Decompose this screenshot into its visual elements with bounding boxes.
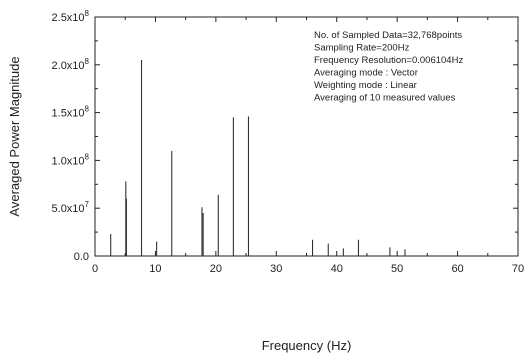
y-tick-label: 1.5x108 <box>52 105 90 120</box>
y-tick-label: 5.0x107 <box>52 200 90 215</box>
x-tick-label: 10 <box>149 263 161 275</box>
y-tick-label: 2.0x108 <box>52 57 90 72</box>
x-tick-label: 20 <box>210 263 222 275</box>
y-axis: 0.0 5.0x107 1.0x108 1.5x108 2.0x108 2.5x108 <box>52 9 518 263</box>
measurement-info-line: Sampling Rate=200Hz <box>314 43 410 54</box>
measurement-info-line: Frequency Resolution=0.006104Hz <box>314 55 463 66</box>
plot-area <box>94 16 519 257</box>
y-tick-label: 0.0 <box>74 251 89 263</box>
spectrum-peaks <box>110 60 406 256</box>
x-tick-label: 40 <box>331 263 343 275</box>
x-axis: 0 10 20 30 40 50 60 70 <box>92 17 524 275</box>
x-axis-title: Frequency (Hz) <box>262 338 352 353</box>
x-tick-label: 0 <box>92 263 98 275</box>
measurement-info-line: Weighting mode : Linear <box>314 80 417 91</box>
measurement-info-box: No. of Sampled Data=32,768points Sampling… <box>314 30 463 104</box>
x-tick-label: 70 <box>512 263 524 275</box>
measurement-info-line: Averaging of 10 measured values <box>314 93 456 104</box>
y-tick-label: 2.5x108 <box>52 9 90 24</box>
x-tick-label: 50 <box>391 263 403 275</box>
measurement-info-line: Averaging mode : Vector <box>314 68 418 79</box>
measurement-info-line: No. of Sampled Data=32,768points <box>314 30 462 41</box>
x-tick-label: 30 <box>270 263 282 275</box>
y-axis-title: Averaged Power Magnitude <box>7 56 22 216</box>
x-tick-label: 60 <box>451 263 463 275</box>
plot-frame <box>94 16 519 257</box>
y-tick-label: 1.0x108 <box>52 152 90 167</box>
